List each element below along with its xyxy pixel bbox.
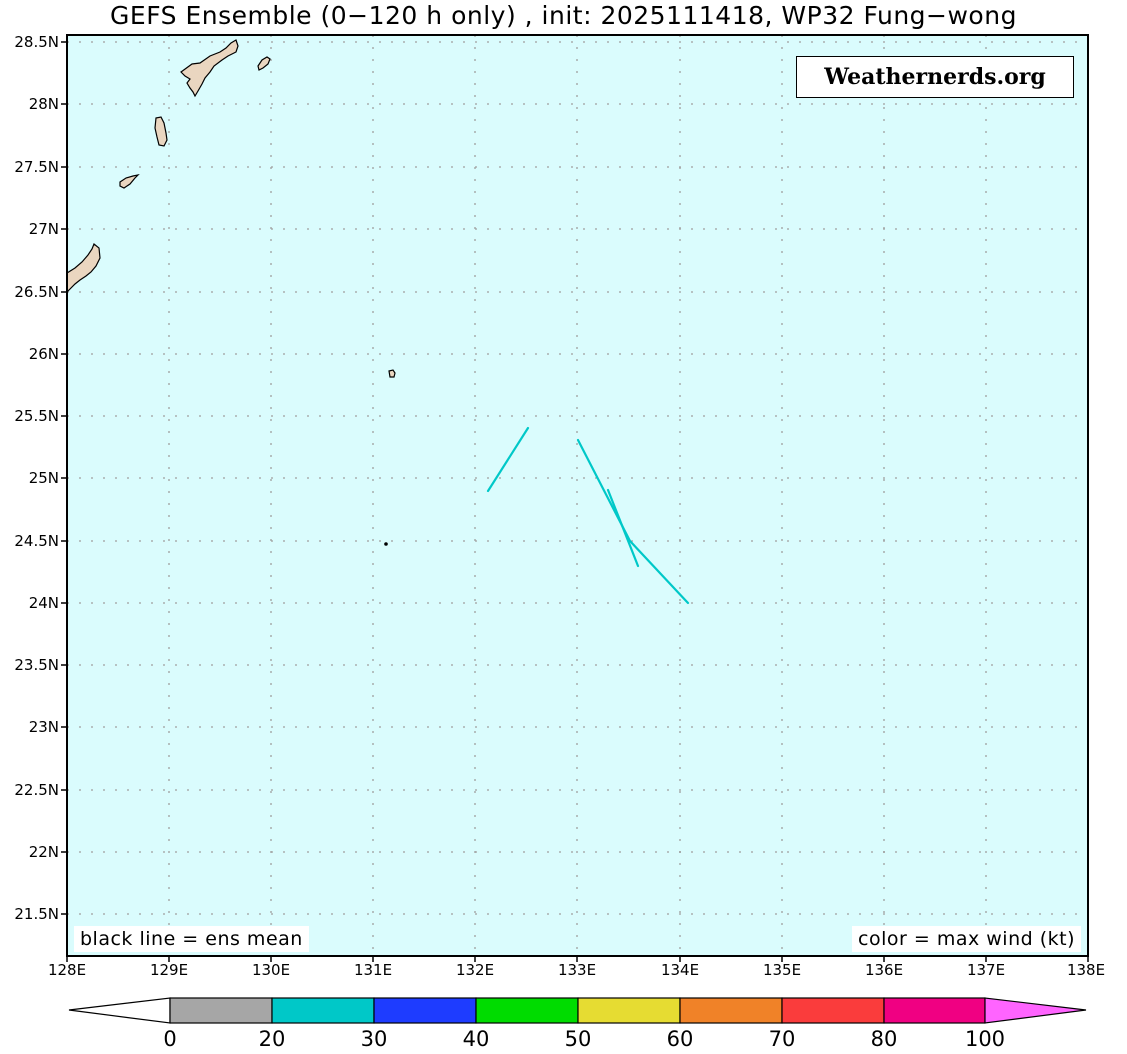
lon-label: 135E [762, 961, 802, 979]
colorbar-label: 80 [870, 1027, 898, 1051]
lat-label: 27N [28, 220, 59, 238]
lat-label: 27.5N [14, 158, 59, 176]
land-masses [66, 39, 396, 546]
colorbar-label: 100 [964, 1027, 1006, 1051]
colorbar-label: 70 [768, 1027, 796, 1051]
track-member-c [606, 488, 640, 568]
lat-label: 28N [28, 95, 59, 113]
ens-mean-note: black line = ens mean [74, 926, 309, 952]
colorbar-bin-20-30 [271, 997, 375, 1024]
ensemble-tracks [486, 426, 690, 605]
lat-label: 22N [28, 843, 59, 861]
lat-label: 24.5N [14, 532, 59, 550]
colorbar-label: 0 [163, 1027, 177, 1051]
lat-label: 23.5N [14, 656, 59, 674]
colorbar-bin-30-40 [373, 997, 477, 1024]
colorbar-bin-40-50 [475, 997, 579, 1024]
lat-label: 21.5N [14, 905, 59, 923]
okinoerabu-island [119, 174, 140, 189]
colorbar-bin-80-100 [883, 997, 986, 1024]
colorbar-bin-0-20 [169, 997, 273, 1024]
lon-label: 129E [149, 961, 189, 979]
amami-oshima-island [180, 39, 239, 98]
lat-label: 28.5N [14, 33, 59, 51]
axis-ticks [61, 41, 1089, 962]
lat-label: 25N [28, 469, 59, 487]
lon-label: 136E [864, 961, 904, 979]
track-member-b [576, 438, 690, 605]
lon-label: 138E [1066, 961, 1106, 979]
colorbar [68, 997, 1087, 1024]
okinawa-island [66, 243, 101, 294]
ocean-background [67, 35, 1088, 956]
kikai-island [257, 56, 271, 71]
lat-label: 23N [28, 718, 59, 736]
tokunoshima-island [154, 116, 168, 147]
lon-label: 134E [660, 961, 700, 979]
colorbar-bin-50-60 [577, 997, 681, 1024]
lat-label: 26.5N [14, 283, 59, 301]
colorbar-label: 60 [666, 1027, 694, 1051]
map-title: GEFS Ensemble (0−120 h only) , init: 202… [110, 1, 1017, 30]
max-wind-note: color = max wind (kt) [852, 926, 1081, 952]
colorbar-label: 20 [258, 1027, 286, 1051]
colorbar-label: 50 [564, 1027, 592, 1051]
weathernerds-watermark: Weathernerds.org [796, 56, 1074, 98]
okinotorishima-dot [384, 542, 388, 546]
lat-label: 25.5N [14, 407, 59, 425]
colorbar-over-arrow [984, 997, 1087, 1024]
lat-label: 22.5N [14, 781, 59, 799]
colorbar-bin-60-70 [679, 997, 783, 1024]
lat-label: 24N [28, 594, 59, 612]
colorbar-bin-70-80 [781, 997, 885, 1024]
lon-label: 128E [47, 961, 87, 979]
track-member-a [486, 426, 530, 493]
lat-label: 26N [28, 345, 59, 363]
colorbar-label: 40 [462, 1027, 490, 1051]
lon-label: 132E [455, 961, 495, 979]
lon-label: 137E [966, 961, 1006, 979]
lon-label: 130E [251, 961, 291, 979]
lon-label: 131E [353, 961, 393, 979]
lon-label: 133E [557, 961, 597, 979]
colorbar-under-arrow [68, 997, 171, 1024]
colorbar-label: 30 [360, 1027, 388, 1051]
kitadaito-island [388, 369, 396, 378]
